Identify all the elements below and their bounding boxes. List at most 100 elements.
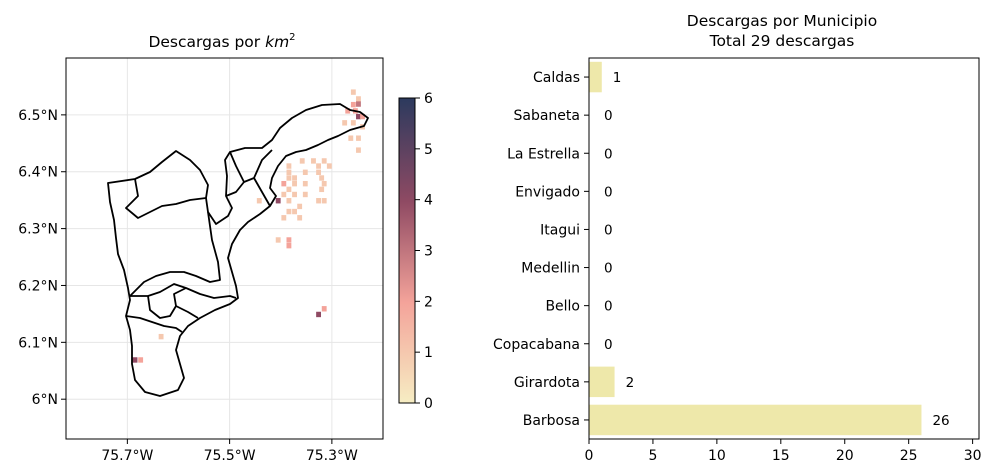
density-cell [286, 163, 292, 169]
bar-value-label: 26 [932, 413, 949, 429]
density-cell [138, 357, 144, 363]
density-cell [311, 158, 316, 164]
colorbar-tick-label: 6 [424, 91, 433, 107]
map-x-tick-label: 75.5°W [204, 448, 256, 464]
map-y-tick-label: 6.1°N [18, 335, 58, 351]
bar-barbosa [589, 404, 922, 436]
density-cell [316, 169, 322, 175]
boundary-inner [147, 287, 187, 319]
municipality-boundaries [107, 103, 369, 397]
boundary-inner [243, 149, 273, 183]
bar-category-label: Caldas [533, 70, 580, 86]
density-cell [316, 198, 322, 204]
bar-value-tick-label: 0 [585, 448, 594, 464]
map-y-tick-label: 6.2°N [18, 278, 58, 294]
lightning-density-cells [132, 89, 365, 363]
density-cell [348, 135, 354, 141]
bar-frame [588, 57, 980, 440]
bar-category-label: La Estrella [507, 146, 580, 162]
bar-value-label: 0 [604, 337, 613, 353]
boundary-inner [125, 178, 207, 219]
bar-value-label: 1 [613, 70, 622, 86]
boundary-inner [253, 177, 271, 207]
density-cell [158, 333, 164, 340]
boundary-outline [107, 103, 369, 397]
density-cell [302, 169, 308, 175]
density-cell [321, 158, 327, 164]
bar-value-tick-label: 30 [964, 448, 982, 464]
map-x-axis: 75.7°W 75.5°W 75.3°W [101, 439, 358, 464]
density-cell [286, 175, 292, 181]
density-cell [256, 198, 262, 204]
density-cell [345, 108, 351, 114]
density-cell [286, 186, 292, 193]
density-cell [302, 180, 308, 187]
density-cell [299, 158, 305, 164]
bar-value-tick-label: 15 [772, 448, 790, 464]
density-cell [297, 203, 303, 210]
bar-caldas [589, 61, 602, 93]
density-cell [292, 180, 297, 187]
bar-value-tick-label: 10 [708, 448, 726, 464]
boundary-inner [130, 283, 237, 299]
density-cell [319, 175, 325, 181]
density-cell [326, 163, 332, 169]
bar-value-label: 2 [626, 375, 635, 391]
boundary-inner [225, 151, 245, 197]
density-cell [286, 237, 292, 243]
bar-value-label: 0 [604, 299, 613, 315]
map-x-tick-label: 75.7°W [101, 448, 153, 464]
density-cell [302, 191, 308, 198]
density-cell [297, 215, 303, 221]
bar-category-label: Copacabana [493, 337, 580, 353]
colorbar-tick-label: 2 [424, 294, 433, 310]
bar-category-label: Medellin [521, 261, 580, 277]
density-cell [292, 175, 297, 181]
colorbar-gradient [399, 98, 415, 403]
density-cell [356, 113, 361, 120]
colorbar-tick-label: 5 [424, 142, 433, 158]
boundary-inner [175, 305, 199, 319]
density-cell [321, 180, 327, 187]
boundary-inner [129, 211, 221, 297]
bar-value-label: 0 [604, 184, 613, 200]
colorbar-ticks: 0 1 2 3 4 5 6 [415, 91, 433, 412]
bar-value-label: 0 [604, 108, 613, 124]
density-cell [292, 191, 297, 198]
density-cell [360, 113, 365, 120]
density-cell [132, 357, 138, 363]
density-cell [281, 180, 287, 187]
density-cell [321, 306, 327, 312]
map-y-tick-label: 6.3°N [18, 222, 58, 238]
colorbar-tick-label: 4 [424, 193, 433, 209]
map-y-tick-label: 6.5°N [18, 108, 58, 124]
map-frame [65, 57, 384, 440]
colorbar-tick-label: 3 [424, 244, 433, 260]
density-cell [292, 208, 297, 215]
density-cell [350, 101, 356, 108]
bar-category-label: Barbosa [523, 413, 580, 429]
bar-value-label: 0 [604, 146, 613, 162]
density-cell [350, 120, 356, 126]
map-y-axis: 6.5°N 6.4°N 6.3°N 6.2°N 6.1°N 6°N [18, 108, 66, 408]
colorbar-tick-label: 1 [424, 345, 433, 361]
map-title: Descargas por km2 [148, 32, 295, 51]
bar-category-label: Girardota [514, 375, 580, 391]
density-cell [281, 191, 287, 198]
colorbar: 0 1 2 3 4 5 6 [398, 91, 433, 412]
bar-category-label: Envigado [515, 184, 580, 200]
density-cell [275, 198, 281, 204]
bar-panel: Descargas por Municipio Total 29 descarg… [493, 12, 982, 464]
bar-category-label: Itagui [540, 222, 580, 238]
map-gridlines [66, 58, 383, 439]
density-cell [356, 96, 361, 102]
bar-value-label: 0 [604, 261, 613, 277]
density-cell [316, 311, 322, 318]
density-cell [319, 186, 325, 193]
bar-value-axis: 0 5 10 15 20 25 30 [585, 439, 982, 464]
density-cell [286, 208, 292, 215]
bar-subtitle: Total 29 descargas [709, 32, 855, 50]
map-y-tick-label: 6.4°N [18, 165, 58, 181]
density-cell [281, 215, 287, 221]
map-panel: Descargas por km2 75.7°W 75.5°W 75.3°W 6.5… [18, 32, 384, 464]
